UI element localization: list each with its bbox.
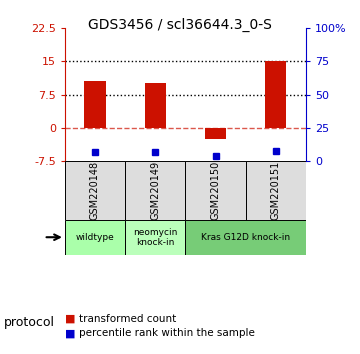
Bar: [205, 128, 226, 139]
Text: GSM220148: GSM220148: [90, 161, 100, 220]
FancyBboxPatch shape: [65, 161, 125, 219]
Text: transformed count: transformed count: [79, 314, 176, 324]
Text: GDS3456 / scl36644.3_0-S: GDS3456 / scl36644.3_0-S: [88, 18, 272, 32]
FancyBboxPatch shape: [185, 219, 306, 255]
FancyBboxPatch shape: [125, 161, 185, 219]
Bar: [84, 81, 105, 128]
Text: GSM220151: GSM220151: [271, 160, 281, 220]
FancyBboxPatch shape: [125, 219, 185, 255]
Text: wildtype: wildtype: [76, 233, 114, 242]
Bar: [145, 84, 166, 128]
Text: ■: ■: [65, 328, 75, 338]
Text: neomycin
knock-in: neomycin knock-in: [133, 228, 177, 247]
Text: GSM220150: GSM220150: [211, 160, 221, 220]
Text: ■: ■: [65, 314, 75, 324]
FancyBboxPatch shape: [65, 219, 125, 255]
FancyBboxPatch shape: [246, 161, 306, 219]
FancyBboxPatch shape: [185, 161, 246, 219]
Text: Kras G12D knock-in: Kras G12D knock-in: [201, 233, 290, 242]
Text: protocol: protocol: [4, 316, 55, 329]
Bar: [265, 62, 287, 128]
Text: GSM220149: GSM220149: [150, 161, 160, 220]
Text: percentile rank within the sample: percentile rank within the sample: [79, 328, 255, 338]
